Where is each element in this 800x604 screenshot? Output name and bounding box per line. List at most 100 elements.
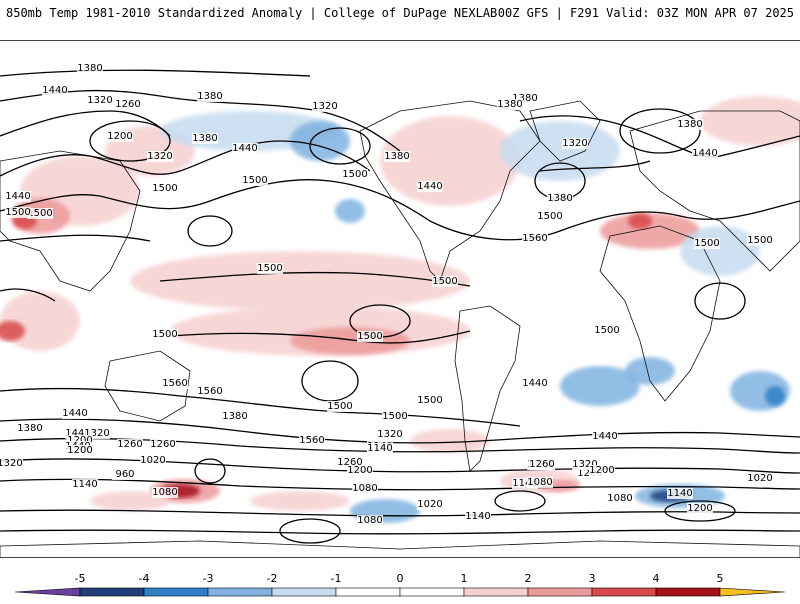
contour-label: 1080 [527, 477, 552, 488]
colorbar-segment [336, 588, 400, 596]
colorbar-tick-label: 1 [461, 572, 468, 585]
contour-label: 1380 [222, 411, 247, 422]
contour-label: 1500 [152, 183, 177, 194]
contour-label: 1440 [692, 148, 717, 159]
contour-label: 1200 [107, 131, 132, 142]
contour-label: 1500 [594, 325, 619, 336]
height-contour-ring-10 [280, 519, 340, 543]
contour-label: 1440 [522, 378, 547, 389]
height-contour-line-15 [0, 530, 800, 534]
contour-label: 1440 [62, 408, 87, 419]
contour-label: 1380 [547, 193, 572, 204]
contour-label: 1380 [77, 63, 102, 74]
weather-map: 1380 1440 1320 1260 1380 1320 1200 1380 1440 1320… [0, 40, 800, 558]
contour-label: 1500 [537, 211, 562, 222]
contour-label: 960 [115, 469, 134, 480]
map-header: 850mb Temp 1981-2010 Standardized Anomal… [0, 0, 800, 40]
contour-label: 1020 [417, 499, 442, 510]
contour-label: 1380 [17, 423, 42, 434]
contour-label: 1380 [197, 91, 222, 102]
contour-label: 1080 [352, 483, 377, 494]
height-contour-ring-3 [188, 216, 232, 246]
anomaly-warm-equator-core [290, 327, 410, 355]
contour-label: 1500 [694, 238, 719, 249]
contour-label: 1560 [197, 386, 222, 397]
colorbar-tick-label: 5 [717, 572, 724, 585]
contour-label: 1500 [417, 395, 442, 406]
colorbar-tick-label: -5 [75, 572, 86, 585]
colorbar-segment [272, 588, 336, 596]
anomaly-cold-south-atlantic [560, 366, 640, 406]
coast-antarctica [0, 541, 800, 558]
contour-label: 1440 [5, 191, 30, 202]
colorbar-segment [464, 588, 528, 596]
contour-label: 1500 [342, 169, 367, 180]
contour-label: 1320 [0, 458, 23, 469]
colorbar-segment [400, 588, 464, 596]
height-contour-ring-11 [495, 491, 545, 511]
contour-label: 1380 [677, 119, 702, 130]
colorbar-segment [656, 588, 720, 596]
contour-label: 1500 [257, 263, 282, 274]
anomaly-warm-arctic-russia [700, 96, 800, 146]
contour-label: 1140 [465, 511, 490, 522]
contour-label: 1320 [377, 429, 402, 440]
colorbar-segment [592, 588, 656, 596]
contour-label: 1560 [162, 378, 187, 389]
run-valid-info: 00Z GFS | F291 Valid: 03Z MON APR 07 202… [498, 6, 794, 20]
contour-label: 1500 [242, 175, 267, 186]
anomaly-cold-indian-core [765, 386, 785, 406]
colorbar-segment [528, 588, 592, 596]
contour-label: 1320 [312, 101, 337, 112]
colorbar-right-arrow [720, 588, 785, 596]
contour-label: 1200 [67, 445, 92, 456]
contour-label: 1440 [232, 143, 257, 154]
colorbar-segment [208, 588, 272, 596]
contour-label: 1080 [152, 487, 177, 498]
colorbar-segment [80, 588, 144, 596]
colorbar-left-arrow [15, 588, 80, 596]
anomaly-warm-tropical-band [130, 251, 470, 311]
contour-label: 1380 [497, 99, 522, 110]
height-contour-ring-7 [302, 361, 358, 401]
colorbar-tick-label: 4 [653, 572, 660, 585]
contour-label: 1080 [607, 493, 632, 504]
contour-label: 1500 [327, 401, 352, 412]
height-contour-ring-5 [620, 109, 700, 153]
colorbar-tick-label: 0 [397, 572, 404, 585]
anomaly-warm-indonesia [0, 291, 80, 351]
anomaly-cold-pacific-core [290, 121, 350, 161]
contour-label: 1080 [357, 515, 382, 526]
contour-label: 1260 [150, 439, 175, 450]
contour-label: 1500 [357, 331, 382, 342]
anomaly-cold-mid-pacific [335, 199, 365, 223]
contour-label: 1500 [152, 329, 177, 340]
contour-label: 1440 [42, 85, 67, 96]
contour-label: 1440 [592, 431, 617, 442]
colorbar-tick-label: -3 [203, 572, 214, 585]
contour-label: 1020 [140, 455, 165, 466]
colorbar-tick-label: 3 [589, 572, 596, 585]
colorbar-tick-label: -1 [331, 572, 342, 585]
contour-label: 1200 [687, 503, 712, 514]
contour-label: 1140 [367, 443, 392, 454]
contour-label: 1500 [432, 276, 457, 287]
colorbar-tick-label: -4 [139, 572, 150, 585]
contour-label: 1260 [529, 459, 554, 470]
contour-label: 1260 [117, 439, 142, 450]
contour-label: 1200 [347, 465, 372, 476]
height-contour-ring-6 [695, 283, 745, 319]
anomaly-warm-sahara-core [628, 213, 652, 229]
global-map-canvas: 1380 1440 1320 1260 1380 1320 1200 1380 1440 1320… [0, 41, 800, 558]
anomaly-cold-africa [680, 226, 760, 276]
contour-label: 1320 [147, 151, 172, 162]
contour-label: 1440 [417, 181, 442, 192]
contour-label: 1320 [87, 95, 112, 106]
colorbar-tick-label: -2 [267, 572, 278, 585]
contour-label: 1560 [522, 233, 547, 244]
height-contour-line-1 [0, 70, 310, 76]
map-title: 850mb Temp 1981-2010 Standardized Anomal… [6, 6, 497, 20]
contour-label: 1560 [299, 435, 324, 446]
height-contour-ring-9 [195, 459, 225, 483]
contour-label: 1200 [589, 465, 614, 476]
